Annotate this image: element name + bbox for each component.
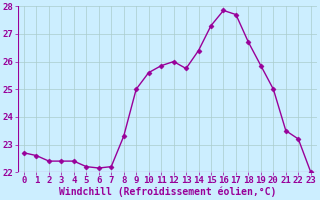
X-axis label: Windchill (Refroidissement éolien,°C): Windchill (Refroidissement éolien,°C) bbox=[59, 187, 276, 197]
